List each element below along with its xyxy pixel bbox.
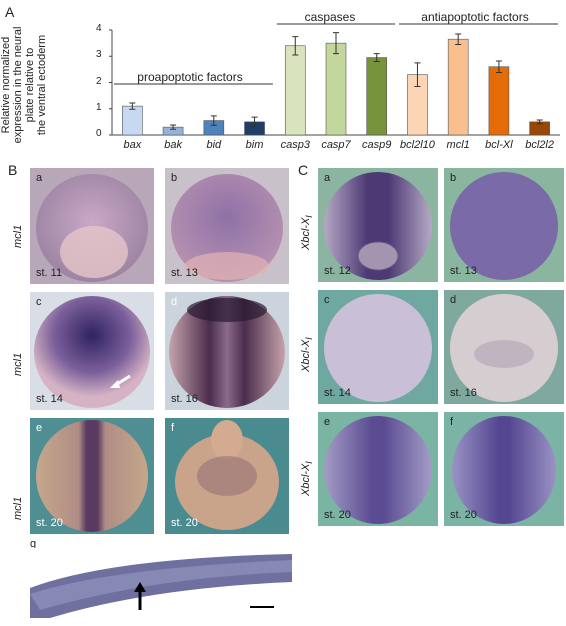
tile-letter: b [171,172,178,184]
panel-b-row3-gene-label: mcl1 [12,496,24,520]
x-tick-label: casp7 [321,139,351,151]
gene-subscript: l [304,461,315,464]
group-label-caspases: caspases [304,10,356,24]
tile-letter: a [324,172,331,184]
tissue-section-image-b-g [30,548,292,618]
stage-label: st. 13 [171,267,198,279]
y-tick-label: 3 [96,49,102,61]
error-bar-bcl-Xl [495,60,502,74]
bar-mcl1 [447,38,469,136]
stage-label: st. 20 [171,517,198,529]
panel-c-row3-gene-label: Xbcl-Xl [300,462,314,496]
bar-casp7 [325,42,347,136]
gene-subscript: l [304,215,315,218]
stage-label: st. 13 [450,265,477,277]
panel-b-label: B [8,162,18,178]
x-tick-label: bim [245,139,264,151]
embryo-image-b-f: f st. 20 [165,418,289,534]
panel-b-row1-gene-label: mcl1 [12,224,24,248]
embryo-image-b-c: c st. 14 [30,292,154,410]
x-tick-label: bak [164,139,182,151]
stage-label: st. 20 [450,509,477,521]
error-bar-bim [251,116,258,128]
embryo-image-b-e: e st. 20 [30,418,154,534]
tile-letter: d [171,296,178,308]
x-tick-label: mcl1 [446,139,470,151]
error-bar-bax [129,102,136,110]
tile-letter: f [450,416,454,428]
tile-letter: c [36,296,42,308]
stage-label: st. 11 [36,267,63,279]
x-tick-label: bcl2l2 [525,139,554,151]
bar-bcl-Xl [488,66,510,136]
group-label-proapoptotic: proapoptotic factors [137,70,243,84]
tile-letter: f [171,422,175,434]
error-bar-mcl1 [455,33,462,45]
error-bar-casp9 [373,53,380,62]
bar-bax [122,105,143,136]
bar-casp3 [284,45,306,136]
stage-label: st. 20 [324,509,351,521]
embryo-image-c-b: b st. 13 [444,168,564,282]
panel-c-label: C [298,162,309,178]
group-label-antiapoptotic: antiapoptotic factors [421,10,529,24]
y-tick-label: 0 [96,128,102,139]
tile-letter: a [36,172,43,184]
gene-name: Xbcl-X [300,463,312,496]
embryo-image-c-f: f st. 20 [444,412,564,526]
tile-letter: b [450,172,457,184]
stage-label: st. 16 [450,387,477,399]
panel-a-label: A [5,4,15,20]
embryo-image-c-e: e st. 20 [318,412,438,526]
x-tick-label: bax [123,139,142,151]
x-tick-label: bid [206,139,222,151]
tile-letter: d [450,294,457,306]
stage-label: st. 16 [171,393,198,405]
x-tick-label: casp9 [362,139,392,151]
panel-b-g-letter: g [30,538,37,550]
panel-b-row2-gene-label: mcl1 [12,352,24,376]
embryo-image-c-c: c st. 14 [318,290,438,404]
panel-c-row1-gene-label: Xbcl-Xl [300,216,314,250]
gene-subscript: l [304,337,315,340]
stage-label: st. 20 [36,517,63,529]
bar-casp9 [366,57,388,136]
tile-letter: e [36,422,43,434]
embryo-image-b-d: d st. 16 [165,292,289,410]
embryo-image-c-a: a st. 12 [318,168,438,282]
y-tick-label: 1 [96,101,102,113]
gene-name: Xbcl-X [300,217,312,250]
stage-label: st. 12 [324,265,351,277]
x-tick-label: casp3 [280,139,310,151]
stage-label: st. 14 [324,387,351,399]
embryo-image-b-b: b st. 13 [165,168,289,284]
x-tick-label: bcl-Xl [485,139,513,151]
x-tick-label: bcl2l10 [400,139,435,151]
panel-c-row2-gene-label: Xbcl-Xl [300,338,314,372]
gene-name: Xbcl-X [300,339,312,372]
error-bar-bcl2l2 [536,119,543,125]
error-bar-bcl2l10 [414,62,421,87]
expression-bar-chart [109,23,560,136]
error-bar-casp7 [333,32,339,55]
y-tick-label: 2 [96,75,102,87]
error-bar-casp3 [292,36,299,56]
embryo-image-b-a: a st. 11 [30,168,154,284]
embryo-image-c-d: d st. 16 [444,290,564,404]
error-bar-bak [170,124,177,130]
tile-letter: c [324,294,330,306]
error-bar-bid [210,115,217,126]
y-tick-label: 4 [96,23,102,34]
tile-letter: e [324,416,331,428]
stage-label: st. 14 [36,393,63,405]
